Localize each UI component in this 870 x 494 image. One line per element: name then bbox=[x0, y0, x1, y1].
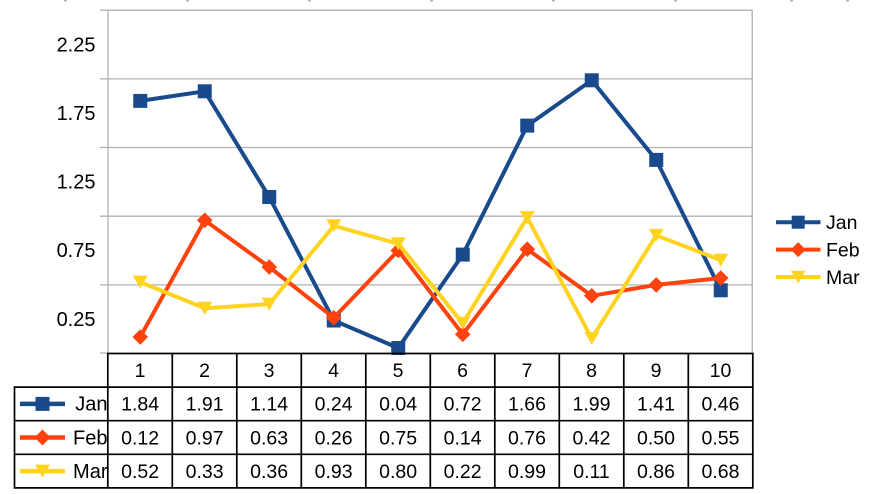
svg-text:0.55: 0.55 bbox=[702, 427, 740, 449]
svg-text:1.84: 1.84 bbox=[121, 394, 159, 416]
svg-text:0.86: 0.86 bbox=[637, 461, 675, 483]
svg-text:10: 10 bbox=[710, 360, 732, 382]
svg-text:1.99: 1.99 bbox=[573, 394, 611, 416]
svg-text:Jan: Jan bbox=[826, 212, 857, 234]
svg-text:Feb: Feb bbox=[826, 239, 860, 261]
svg-text:8: 8 bbox=[586, 360, 597, 382]
svg-text:Mar: Mar bbox=[826, 267, 860, 289]
svg-text:1.91: 1.91 bbox=[186, 394, 224, 416]
svg-text:3: 3 bbox=[264, 360, 275, 382]
svg-text:1: 1 bbox=[135, 360, 146, 382]
svg-text:0.11: 0.11 bbox=[573, 461, 610, 483]
svg-text:0.36: 0.36 bbox=[250, 461, 288, 483]
svg-text:0.50: 0.50 bbox=[637, 427, 675, 449]
svg-text:0.99: 0.99 bbox=[508, 461, 546, 483]
svg-text:Mar: Mar bbox=[73, 461, 108, 483]
svg-text:0.93: 0.93 bbox=[315, 461, 353, 483]
svg-text:0.75: 0.75 bbox=[379, 427, 417, 449]
svg-text:0.76: 0.76 bbox=[508, 427, 546, 449]
svg-text:0.68: 0.68 bbox=[702, 461, 740, 483]
svg-text:7: 7 bbox=[522, 360, 533, 382]
svg-text:0.42: 0.42 bbox=[573, 427, 611, 449]
svg-text:Feb: Feb bbox=[73, 427, 107, 449]
svg-text:0.72: 0.72 bbox=[444, 394, 482, 416]
svg-text:0.26: 0.26 bbox=[315, 427, 353, 449]
svg-text:0.25: 0.25 bbox=[57, 309, 96, 331]
svg-text:0.24: 0.24 bbox=[315, 394, 353, 416]
svg-text:0.22: 0.22 bbox=[444, 461, 482, 483]
svg-text:0.04: 0.04 bbox=[379, 394, 417, 416]
svg-text:5: 5 bbox=[393, 360, 404, 382]
svg-text:1.66: 1.66 bbox=[508, 394, 546, 416]
svg-text:0.14: 0.14 bbox=[444, 427, 482, 449]
svg-text:0.63: 0.63 bbox=[250, 427, 288, 449]
svg-text:1.14: 1.14 bbox=[250, 394, 288, 416]
svg-text:0.52: 0.52 bbox=[121, 461, 159, 483]
svg-text:4: 4 bbox=[328, 360, 339, 382]
svg-text:1.41: 1.41 bbox=[637, 394, 675, 416]
svg-text:0.33: 0.33 bbox=[186, 461, 224, 483]
svg-text:0.46: 0.46 bbox=[702, 394, 740, 416]
svg-text:0.12: 0.12 bbox=[121, 427, 159, 449]
svg-text:2.25: 2.25 bbox=[57, 34, 96, 56]
svg-text:0.97: 0.97 bbox=[186, 427, 224, 449]
svg-text:9: 9 bbox=[651, 360, 662, 382]
svg-text:1.25: 1.25 bbox=[57, 172, 96, 194]
svg-text:2: 2 bbox=[199, 360, 210, 382]
svg-text:0.75: 0.75 bbox=[57, 240, 96, 262]
svg-text:6: 6 bbox=[457, 360, 468, 382]
svg-text:Jan: Jan bbox=[75, 394, 107, 416]
svg-text:1.75: 1.75 bbox=[57, 103, 96, 125]
svg-text:0.80: 0.80 bbox=[379, 461, 417, 483]
